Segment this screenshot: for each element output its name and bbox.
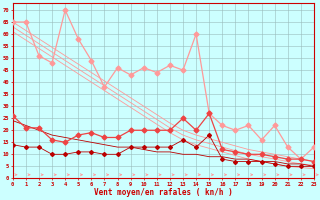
X-axis label: Vent moyen/en rafales ( kn/h ): Vent moyen/en rafales ( kn/h ) [94,188,233,197]
